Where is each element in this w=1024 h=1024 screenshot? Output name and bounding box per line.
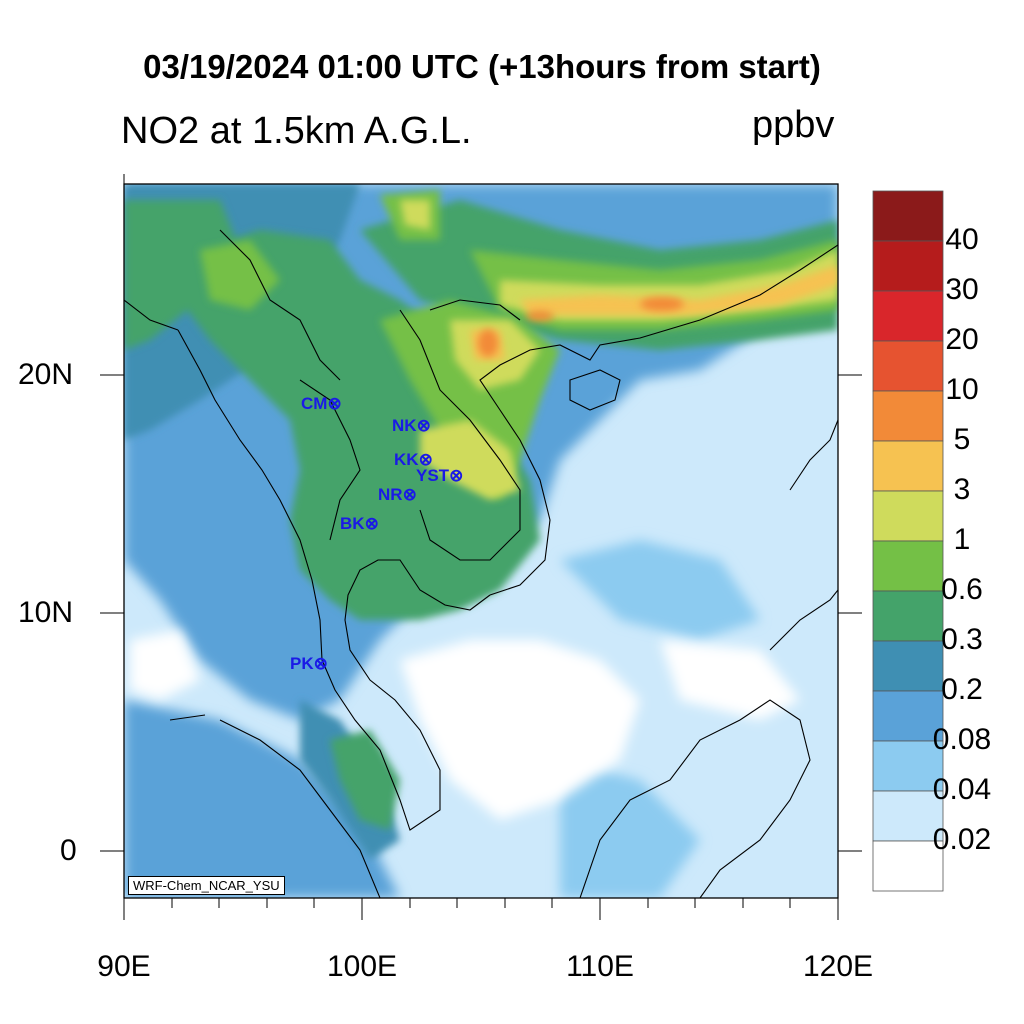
colorbar-swatch [872,540,944,592]
station-marker-icon: ⊗ [418,450,433,469]
station-kk: KK⊗ [394,450,433,470]
units-label: ppbv [752,104,835,146]
station-marker-icon: ⊗ [364,514,379,533]
station-marker-icon: ⊗ [327,394,342,413]
colorbar-swatch [872,490,944,542]
lon-label-110e: 110E [566,950,634,983]
lon-label-100e: 100E [326,950,398,983]
lon-label-120e: 120E [802,950,874,983]
station-label: BK [340,514,365,533]
variable-subtitle: NO2 at 1.5km A.G.L. [121,110,472,152]
station-label: PK [290,654,314,673]
station-cm: CM⊗ [301,394,342,414]
lat-label-10n: 10N [18,596,74,629]
colorbar-tick-label: 0.2 [941,673,983,706]
map-frame [123,183,839,899]
colorbar-tick-label: 5 [953,423,971,456]
colorbar-tick-label: 0.6 [941,573,983,606]
no2-field [124,184,838,898]
colorbar-swatch [872,340,944,392]
colorbar-swatch [872,590,944,642]
station-marker-icon: ⊗ [313,654,328,673]
station-bk: BK⊗ [340,514,379,534]
station-marker-icon: ⊗ [402,485,417,504]
colorbar-tick-label: 30 [945,273,979,306]
colorbar-swatch [872,390,944,442]
colorbar-tick-label: 1 [953,523,971,556]
colorbar-tick-label: 0.08 [932,723,992,756]
coastlines [124,229,838,898]
colorbar-swatch [872,640,944,692]
station-label: YST [416,466,450,485]
station-label: NR [378,485,403,504]
colorbar-swatch [872,740,944,792]
lat-label-20n: 20N [18,358,74,391]
station-marker-icon: ⊗ [449,466,464,485]
station-label: NK [392,416,417,435]
colorbar-tick-label: 0.02 [932,823,992,856]
colorbar-tick-label: 20 [945,323,979,356]
colorbar-swatch [872,790,944,842]
colorbar-swatch [872,190,944,242]
station-pk: PK⊗ [290,654,328,674]
colorbar-swatch [872,690,944,742]
station-nr: NR⊗ [378,485,417,505]
station-yst: YST⊗ [416,466,463,486]
model-credit: WRF-Chem_NCAR_YSU [128,876,285,895]
colorbar-tick-label: 40 [945,223,979,256]
lat-label-0: 0 [60,834,77,867]
station-nk: NK⊗ [392,416,431,436]
colorbar-swatch [872,440,944,492]
colorbar [872,190,944,892]
colorbar-swatch [872,240,944,292]
colorbar-swatch [872,840,944,892]
station-label: KK [394,450,419,469]
axis-ticks [100,174,862,920]
main-title: 03/19/2024 01:00 UTC (+13hours from star… [143,48,821,85]
colorbar-tick-label: 0.3 [941,623,983,656]
colorbar-tick-label: 3 [953,473,971,506]
lon-label-90e: 90E [97,950,151,983]
station-marker-icon: ⊗ [416,416,431,435]
colorbar-tick-label: 10 [945,373,979,406]
colorbar-tick-label: 0.04 [932,773,992,806]
colorbar-swatch [872,290,944,342]
station-label: CM [301,394,328,413]
